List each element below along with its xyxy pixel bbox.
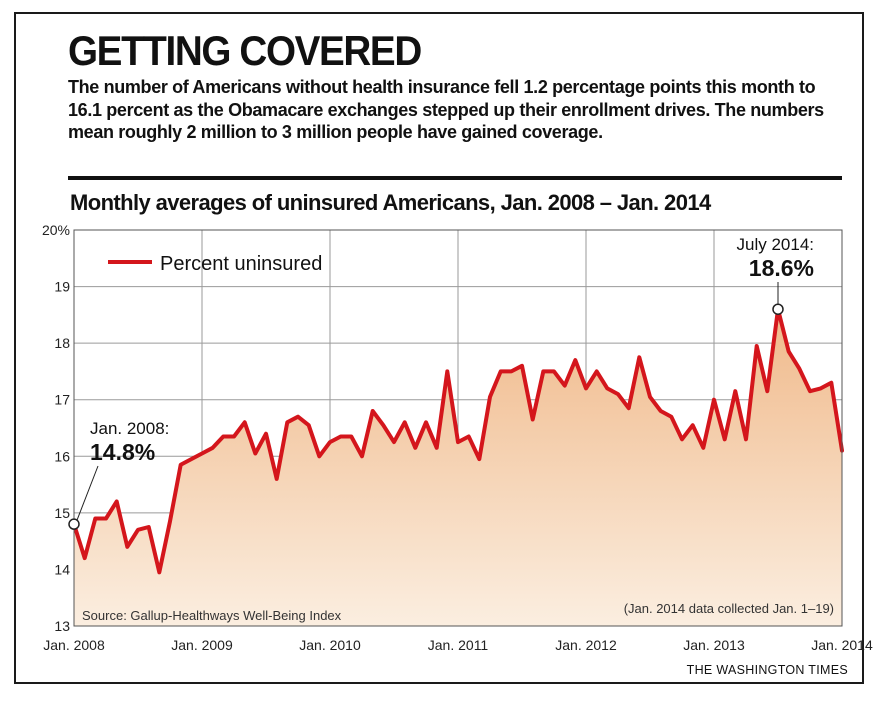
y-tick-label: 20% bbox=[42, 222, 70, 238]
annotation-value: 14.8% bbox=[90, 439, 155, 465]
y-tick-label: 17 bbox=[54, 392, 70, 408]
headline: GETTING COVERED bbox=[68, 27, 422, 74]
annotation-peak: July 2014: 18.6% bbox=[737, 235, 815, 315]
x-tick-label: Jan. 2013 bbox=[683, 637, 745, 653]
annotation-marker bbox=[68, 518, 80, 530]
divider-rule bbox=[68, 176, 842, 180]
annotation-marker bbox=[772, 303, 784, 315]
source-note: Source: Gallup-Healthways Well-Being Ind… bbox=[82, 608, 342, 623]
x-tick-label: Jan. 2011 bbox=[428, 637, 489, 653]
data-note: (Jan. 2014 data collected Jan. 1–19) bbox=[624, 601, 834, 616]
x-axis-ticks: Jan. 2008 Jan. 2009 Jan. 2010 Jan. 2011 Jan.… bbox=[43, 637, 873, 653]
y-tick-label: 15 bbox=[54, 505, 70, 521]
dek-text: The number of Americans without health i… bbox=[68, 77, 824, 142]
legend: Percent uninsured bbox=[108, 253, 322, 275]
y-tick-label: 16 bbox=[54, 448, 70, 464]
publisher-credit: THE WASHINGTON TIMES bbox=[686, 663, 848, 677]
y-tick-label: 13 bbox=[54, 618, 70, 634]
annotation-value: 18.6% bbox=[749, 255, 814, 281]
y-axis-ticks: 20% 19 18 17 16 15 14 13 bbox=[42, 222, 70, 634]
y-tick-label: 14 bbox=[54, 561, 70, 577]
x-tick-label: Jan. 2009 bbox=[171, 637, 233, 653]
y-tick-label: 18 bbox=[54, 335, 70, 351]
annotation-label: July 2014: bbox=[737, 235, 815, 254]
y-tick-label: 19 bbox=[54, 279, 70, 295]
annotation-label: Jan. 2008: bbox=[90, 419, 169, 438]
plot-border bbox=[73, 229, 843, 627]
annotation-start: Jan. 2008: 14.8% bbox=[68, 419, 169, 530]
series-line-percent-uninsured bbox=[72, 307, 844, 575]
x-tick-label: Jan. 2008 bbox=[43, 637, 105, 653]
x-tick-label: Jan. 2014 bbox=[811, 637, 873, 653]
chart-title: Monthly averages of uninsured Americans,… bbox=[70, 190, 711, 215]
area-fill bbox=[74, 309, 842, 626]
annotation-leader bbox=[76, 465, 99, 521]
legend-label: Percent uninsured bbox=[160, 253, 322, 275]
x-tick-label: Jan. 2010 bbox=[299, 637, 361, 653]
x-tick-label: Jan. 2012 bbox=[555, 637, 617, 653]
